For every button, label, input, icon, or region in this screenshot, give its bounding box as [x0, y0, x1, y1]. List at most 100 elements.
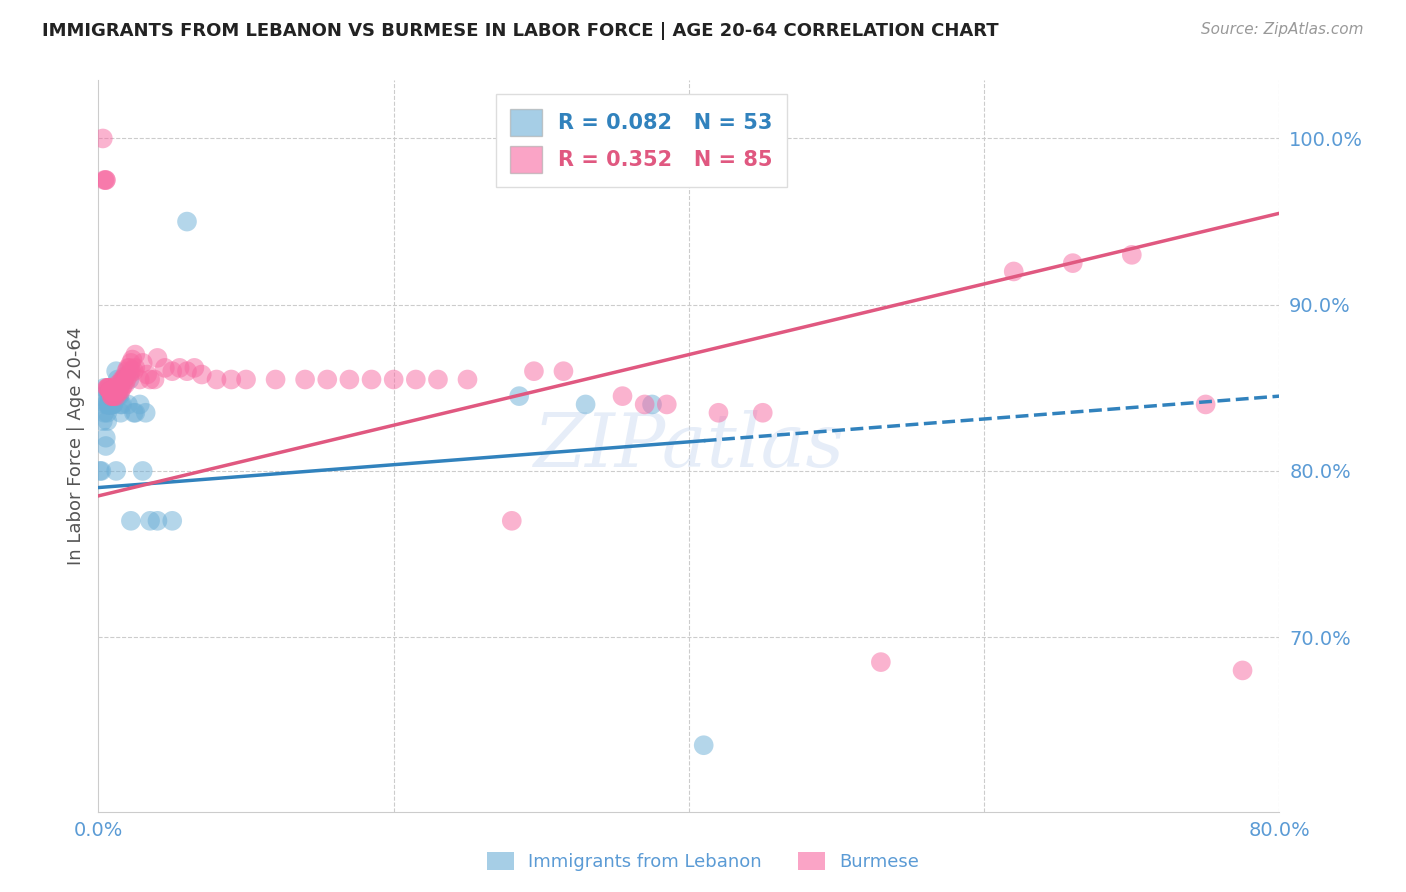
Point	[103, 384, 125, 398]
Point	[100, 397, 122, 411]
Point	[107, 381, 129, 395]
Point	[655, 397, 678, 411]
Point	[139, 514, 162, 528]
Point	[96, 381, 118, 395]
Point	[91, 389, 114, 403]
Point	[107, 384, 129, 398]
Point	[752, 406, 775, 420]
Point	[115, 372, 138, 386]
Point	[100, 389, 122, 403]
Point	[105, 381, 128, 395]
Point	[153, 360, 176, 375]
Point	[105, 464, 128, 478]
Point	[110, 406, 132, 420]
Point	[97, 381, 120, 395]
Point	[121, 352, 143, 367]
Point	[360, 372, 382, 386]
Point	[693, 738, 716, 752]
Point	[120, 514, 142, 528]
Point	[97, 381, 120, 395]
Point	[114, 369, 136, 384]
Point	[122, 364, 145, 378]
Point	[98, 397, 121, 411]
Point	[114, 377, 136, 392]
Point	[1062, 256, 1084, 270]
Point	[612, 389, 634, 403]
Point	[112, 377, 135, 392]
Legend: R = 0.082   N = 53, R = 0.352   N = 85: R = 0.082 N = 53, R = 0.352 N = 85	[496, 95, 787, 187]
Point	[94, 431, 117, 445]
Text: Source: ZipAtlas.com: Source: ZipAtlas.com	[1201, 22, 1364, 37]
Point	[104, 389, 127, 403]
Point	[94, 397, 117, 411]
Point	[105, 389, 128, 403]
Point	[97, 381, 120, 395]
Point	[1121, 248, 1143, 262]
Point	[1232, 664, 1254, 678]
Point	[103, 389, 125, 403]
Point	[111, 381, 134, 395]
Point	[115, 364, 138, 378]
Point	[143, 372, 166, 386]
Point	[107, 389, 129, 403]
Point	[105, 384, 128, 398]
Point	[98, 397, 121, 411]
Point	[98, 384, 121, 398]
Point	[100, 384, 122, 398]
Point	[870, 655, 893, 669]
Point	[111, 397, 134, 411]
Point	[104, 389, 127, 403]
Point	[91, 414, 114, 428]
Point	[108, 381, 131, 395]
Point	[457, 372, 479, 386]
Point	[128, 397, 150, 411]
Point	[124, 406, 146, 420]
Point	[96, 381, 118, 395]
Point	[97, 389, 120, 403]
Point	[112, 372, 135, 386]
Point	[100, 389, 122, 403]
Point	[162, 364, 183, 378]
Point	[264, 372, 287, 386]
Point	[382, 372, 405, 386]
Point	[103, 389, 125, 403]
Point	[146, 514, 169, 528]
Point	[94, 173, 117, 187]
Point	[221, 372, 243, 386]
Point	[94, 173, 117, 187]
Point	[118, 372, 141, 386]
Point	[97, 397, 120, 411]
Legend: Immigrants from Lebanon, Burmese: Immigrants from Lebanon, Burmese	[479, 845, 927, 879]
Point	[132, 356, 155, 370]
Point	[634, 397, 657, 411]
Point	[110, 384, 132, 398]
Point	[205, 372, 228, 386]
Point	[136, 368, 159, 382]
Point	[523, 364, 546, 378]
Point	[110, 376, 132, 390]
Point	[146, 351, 169, 365]
Point	[553, 364, 575, 378]
Point	[1195, 397, 1218, 411]
Point	[120, 356, 142, 370]
Point	[104, 389, 127, 403]
Point	[575, 397, 598, 411]
Point	[90, 464, 112, 478]
Y-axis label: In Labor Force | Age 20-64: In Labor Force | Age 20-64	[66, 326, 84, 566]
Point	[501, 514, 523, 528]
Point	[427, 372, 450, 386]
Point	[93, 406, 115, 420]
Point	[94, 439, 117, 453]
Point	[132, 464, 155, 478]
Point	[1002, 264, 1025, 278]
Point	[117, 397, 139, 411]
Point	[98, 389, 121, 403]
Point	[124, 360, 146, 375]
Point	[122, 406, 145, 420]
Point	[107, 372, 129, 386]
Point	[508, 389, 530, 403]
Point	[103, 397, 125, 411]
Point	[128, 372, 150, 386]
Point	[108, 384, 131, 398]
Point	[96, 414, 118, 428]
